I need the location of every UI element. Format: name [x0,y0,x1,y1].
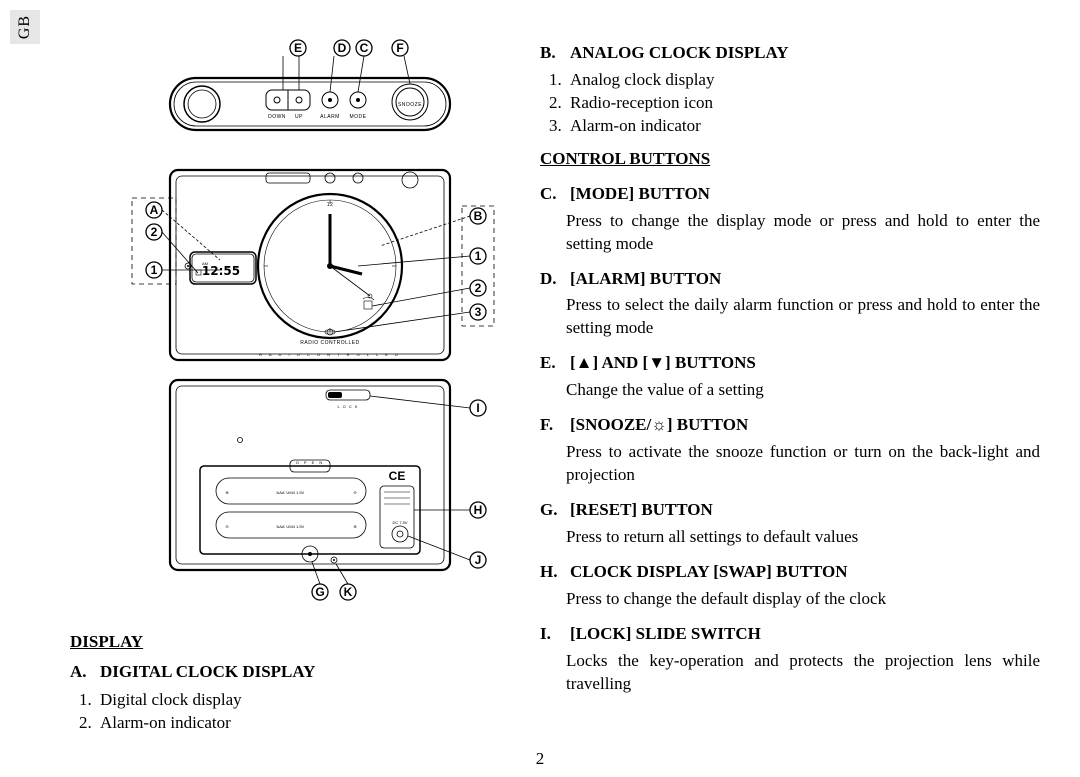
svg-text:H: H [474,503,483,517]
btn-label-up: UP [295,114,303,120]
svg-text:A: A [150,203,159,217]
locale-tab-text: GB [16,15,34,39]
svg-text:L O C K: L O C K [337,404,358,409]
list-item: Analog clock display [566,69,1040,92]
section-b-head: B. ANALOG CLOCK DISPLAY [540,42,1040,65]
section-f-head: F. [SNOOZE/☼] BUTTON [540,414,1040,437]
svg-text:J: J [475,553,482,567]
list-item: Alarm-on indicator [566,115,1040,138]
svg-text:'AAA' UM4 1.5V: 'AAA' UM4 1.5V [276,490,305,495]
svg-text:C: C [360,41,369,55]
svg-text:RADIO CONTROLLED: RADIO CONTROLLED [300,340,359,346]
svg-text:O P E N: O P E N [296,460,325,465]
btn-label-down: DOWN [268,114,286,120]
svg-text:⊕: ⊕ [225,490,228,495]
section-g-body: Press to return all settings to default … [566,526,1040,549]
svg-text:2: 2 [475,281,482,295]
svg-text:⊕: ⊕ [353,524,356,529]
svg-text:3: 3 [475,305,482,319]
svg-text:E: E [294,41,302,55]
svg-text:'AAA' UM4 1.5V: 'AAA' UM4 1.5V [276,524,305,529]
section-a-head: A. DIGITAL CLOCK DISPLAY [70,660,490,684]
section-b-list: Analog clock display Radio-reception ico… [540,69,1040,138]
svg-text:F: F [396,41,403,55]
svg-text:CE: CE [389,469,406,483]
svg-text:1: 1 [475,249,482,263]
left-column: DOWN UP ALARM MODE SNOOZE E [70,30,510,747]
back-right-callouts: I H J [370,396,486,568]
svg-text:G: G [315,585,324,599]
left-text-block: DISPLAY A. DIGITAL CLOCK DISPLAY Digital… [70,630,490,735]
list-item: Radio-reception icon [566,92,1040,115]
section-e-head: E. [▲] AND [▼] BUTTONS [540,352,1040,375]
section-d-body: Press to select the daily alarm function… [566,294,1040,340]
btn-label-snooze: SNOOZE [398,102,422,108]
svg-text:DC 7.5V: DC 7.5V [392,520,407,525]
page-number: 2 [0,749,1080,769]
section-d-head: D. [ALARM] BUTTON [540,268,1040,291]
svg-text:⊖: ⊖ [353,490,356,495]
section-g-head: G. [RESET] BUTTON [540,499,1040,522]
section-c-head: C. [MODE] BUTTON [540,183,1040,206]
svg-text:R A D I O C O N T R O L L E: R A D I O C O N T R O L L E D [259,352,401,357]
section-h-body: Press to change the default display of t… [566,588,1040,611]
section-h-head: H. CLOCK DISPLAY [SWAP] BUTTON [540,561,1040,584]
list-item: Digital clock display [96,688,490,712]
svg-text:2: 2 [151,225,158,239]
right-b-callouts: B 1 2 3 [334,208,486,332]
product-diagram: DOWN UP ALARM MODE SNOOZE E [70,30,510,620]
section-i-head: I. [LOCK] SLIDE SWITCH [540,623,1040,646]
btn-label-mode: MODE [350,114,367,120]
svg-text:D: D [338,41,347,55]
section-f-body: Press to activate the snooze function or… [566,441,1040,487]
section-a-list: Digital clock display Alarm-on indicator [70,688,490,736]
locale-tab: GB [10,10,40,44]
svg-text:K: K [344,585,353,599]
svg-text:⊖: ⊖ [225,524,228,529]
svg-text:1: 1 [151,263,158,277]
top-callouts: E D C F [283,40,410,92]
back-bottom-callouts: G K [312,562,356,600]
right-column: B. ANALOG CLOCK DISPLAY Analog clock dis… [540,30,1040,747]
svg-text:I: I [476,401,479,415]
section-e-body: Change the value of a setting [566,379,1040,402]
display-heading: DISPLAY [70,630,490,654]
btn-label-alarm: ALARM [320,114,340,120]
svg-text:12:55: 12:55 [202,264,240,278]
list-item: Alarm-on indicator [96,711,490,735]
section-i-body: Locks the key-operation and protects the… [566,650,1040,696]
section-c-body: Press to change the display mode or pres… [566,210,1040,256]
svg-text:B: B [474,209,483,223]
control-buttons-heading: CONTROL BUTTONS [540,148,1040,171]
